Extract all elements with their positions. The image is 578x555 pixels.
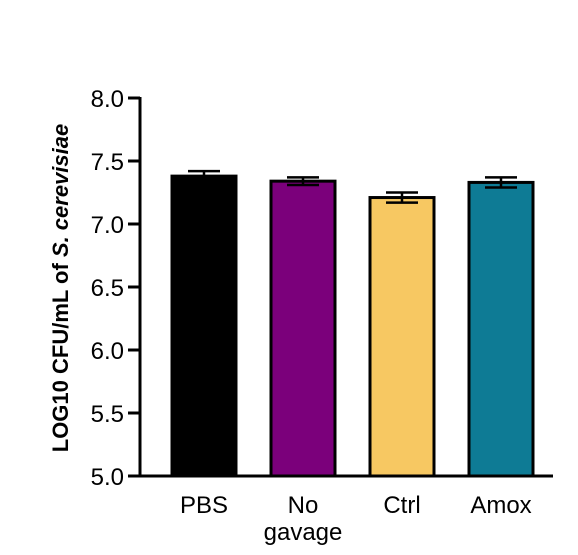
bar-ctrl: [368, 196, 436, 478]
error-bars-layer: [188, 169, 517, 204]
y-tick-label: 7.5: [91, 149, 124, 176]
y-axis-title: LOG10 CFU/mL of S. cerevisiae: [48, 124, 73, 453]
x-category-label: gavage: [264, 519, 343, 546]
y-tick-label: 7.0: [91, 212, 124, 239]
x-category-label: Ctrl: [383, 492, 420, 519]
error-bar-pbs: [188, 169, 220, 183]
error-bar-ctrl: [386, 191, 418, 204]
x-category-label: PBS: [180, 492, 228, 519]
y-tick-label: 6.0: [91, 338, 124, 365]
y-tick-label: 5.5: [91, 401, 124, 428]
y-tick-label: 6.5: [91, 275, 124, 302]
y-tick-label: 8.0: [91, 86, 124, 113]
y-axis-title-species: S. cerevisiae: [48, 124, 73, 257]
x-category-label: No: [288, 492, 319, 519]
bar-pbs: [170, 174, 238, 478]
y-axis-title-prefix: LOG10 CFU/mL of: [48, 257, 73, 452]
y-tick-label: 5.0: [91, 464, 124, 491]
bar-amox: [467, 180, 535, 478]
x-category-label: Amox: [470, 492, 531, 519]
error-bar-no-gavage: [287, 176, 319, 187]
y-ticks-layer: 5.0 5.5 6.0 6.5 7.0 7.5 8.0: [91, 86, 140, 491]
svg-text:LOG10 CFU/mL of S. cerevisiae: LOG10 CFU/mL of S. cerevisiae: [48, 124, 73, 453]
bars-layer: [170, 174, 535, 478]
error-bar-amox: [485, 176, 517, 189]
bar-no-gavage: [269, 179, 337, 478]
